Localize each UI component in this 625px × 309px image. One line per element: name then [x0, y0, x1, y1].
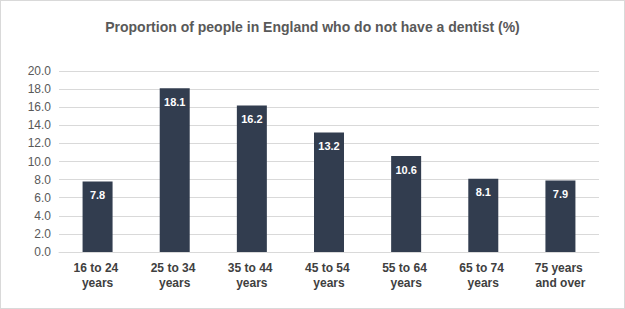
svg-text:16 to 24: 16 to 24	[74, 261, 122, 275]
svg-text:7.8: 7.8	[90, 189, 105, 201]
svg-text:Proportion of people in Englan: Proportion of people in England who do n…	[105, 19, 520, 35]
svg-text:2.0: 2.0	[34, 227, 51, 241]
svg-text:20.0: 20.0	[28, 64, 52, 78]
svg-text:8.1: 8.1	[476, 186, 491, 198]
svg-text:years: years	[82, 276, 114, 290]
svg-text:years: years	[468, 276, 500, 290]
svg-text:16.2: 16.2	[241, 113, 262, 125]
svg-text:25 to 34: 25 to 34	[151, 261, 199, 275]
svg-text:10.6: 10.6	[395, 164, 416, 176]
svg-text:18.0: 18.0	[28, 82, 52, 96]
svg-text:4.0: 4.0	[34, 209, 51, 223]
svg-text:12.0: 12.0	[28, 136, 52, 150]
svg-text:13.2: 13.2	[318, 140, 339, 152]
svg-text:45 to 54: 45 to 54	[305, 261, 353, 275]
svg-text:8.0: 8.0	[34, 173, 51, 187]
svg-text:35 to 44: 35 to 44	[228, 261, 276, 275]
svg-text:years: years	[159, 276, 191, 290]
svg-text:and over: and over	[535, 276, 585, 290]
svg-text:6.0: 6.0	[34, 191, 51, 205]
svg-text:65 to 74: 65 to 74	[459, 261, 507, 275]
svg-text:7.9: 7.9	[553, 188, 568, 200]
svg-text:18.1: 18.1	[164, 96, 185, 108]
svg-text:75 years: 75 years	[535, 261, 586, 275]
svg-text:years: years	[236, 276, 268, 290]
svg-text:16.0: 16.0	[28, 100, 52, 114]
svg-text:years: years	[313, 276, 345, 290]
svg-text:55 to 64: 55 to 64	[382, 261, 430, 275]
svg-text:years: years	[390, 276, 422, 290]
svg-text:10.0: 10.0	[28, 155, 52, 169]
svg-text:0.0: 0.0	[34, 245, 51, 259]
svg-text:14.0: 14.0	[28, 118, 52, 132]
